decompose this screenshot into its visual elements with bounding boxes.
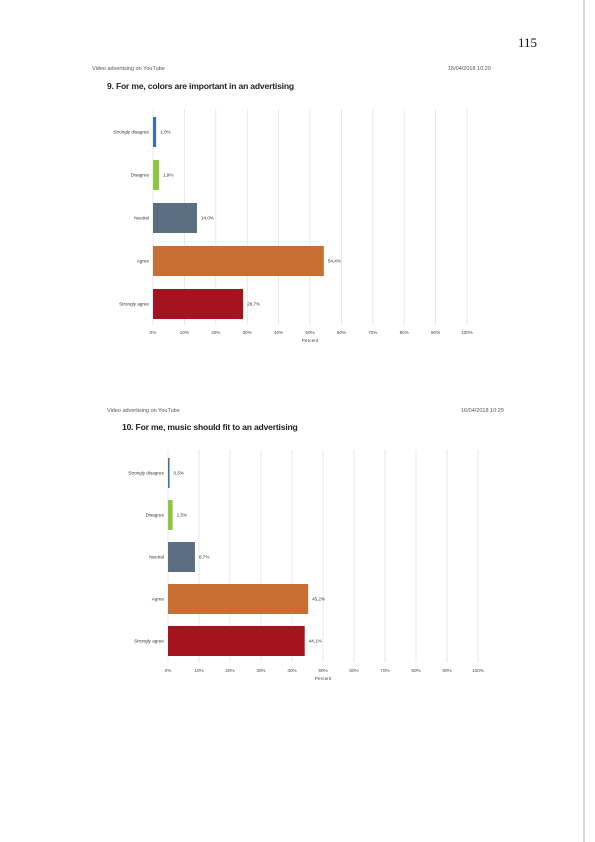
x-tick-label: 10% (194, 668, 203, 673)
bar (168, 500, 173, 530)
category-label: Agree (137, 259, 150, 264)
bar (153, 160, 159, 190)
x-tick-label: 20% (225, 668, 234, 673)
category-label: Neutral (134, 216, 149, 221)
value-label: 44,1% (309, 639, 322, 644)
bar (153, 203, 197, 233)
x-axis-label: Percent (315, 676, 332, 682)
category-label: Disagree (131, 173, 150, 178)
category-label: Agree (152, 597, 165, 602)
survey-timestamp: 16/04/2018 10:29 (461, 408, 504, 414)
x-tick-label: 0% (165, 668, 172, 673)
survey-name: Video advertising on YouTube (107, 408, 180, 414)
bar (168, 542, 195, 572)
value-label: 1,5% (177, 513, 187, 518)
category-label: Strongly disagree (128, 471, 164, 476)
x-tick-label: 30% (243, 330, 252, 335)
x-tick-label: 100% (472, 668, 484, 673)
x-tick-label: 80% (400, 330, 409, 335)
category-label: Strongly disagree (113, 130, 149, 135)
category-label: Strongly agree (134, 639, 164, 644)
value-label: 1,0% (160, 130, 170, 135)
x-tick-label: 70% (368, 330, 377, 335)
value-label: 8,7% (199, 555, 209, 560)
page-edge (583, 0, 585, 842)
value-label: 28,7% (247, 302, 260, 307)
x-tick-label: 0% (150, 330, 157, 335)
bar (168, 584, 309, 614)
x-tick-label: 80% (411, 668, 420, 673)
survey-name: Video advertising on YouTube (92, 66, 165, 72)
x-tick-label: 50% (318, 668, 327, 673)
category-label: Strongly agree (119, 302, 149, 307)
value-label: 54,4% (328, 259, 341, 264)
value-label: 0,5% (174, 471, 184, 476)
bar (168, 458, 170, 488)
bar (153, 246, 324, 276)
x-tick-label: 30% (256, 668, 265, 673)
page-number: 115 (517, 35, 537, 50)
value-label: 45,2% (312, 597, 325, 602)
x-tick-label: 90% (442, 668, 451, 673)
x-tick-label: 10% (180, 330, 189, 335)
x-tick-label: 50% (305, 330, 314, 335)
chart-title: 10. For me, music should fit to an adver… (122, 422, 298, 432)
x-tick-label: 60% (337, 330, 346, 335)
category-label: Disagree (146, 513, 165, 518)
chart-title: 9. For me, colors are important in an ad… (107, 81, 294, 91)
bar (168, 626, 305, 656)
value-label: 14,0% (201, 216, 214, 221)
category-label: Neutral (149, 555, 164, 560)
x-tick-label: 100% (461, 330, 473, 335)
x-tick-label: 20% (211, 330, 220, 335)
value-label: 1,9% (163, 173, 173, 178)
x-axis-label: Percent (302, 338, 319, 344)
survey-timestamp: 16/04/2018 10:29 (448, 66, 491, 72)
x-tick-label: 60% (349, 668, 358, 673)
x-tick-label: 90% (431, 330, 440, 335)
x-tick-label: 70% (380, 668, 389, 673)
x-tick-label: 40% (287, 668, 296, 673)
bar (153, 289, 244, 319)
x-tick-label: 40% (274, 330, 283, 335)
bar (153, 117, 157, 147)
